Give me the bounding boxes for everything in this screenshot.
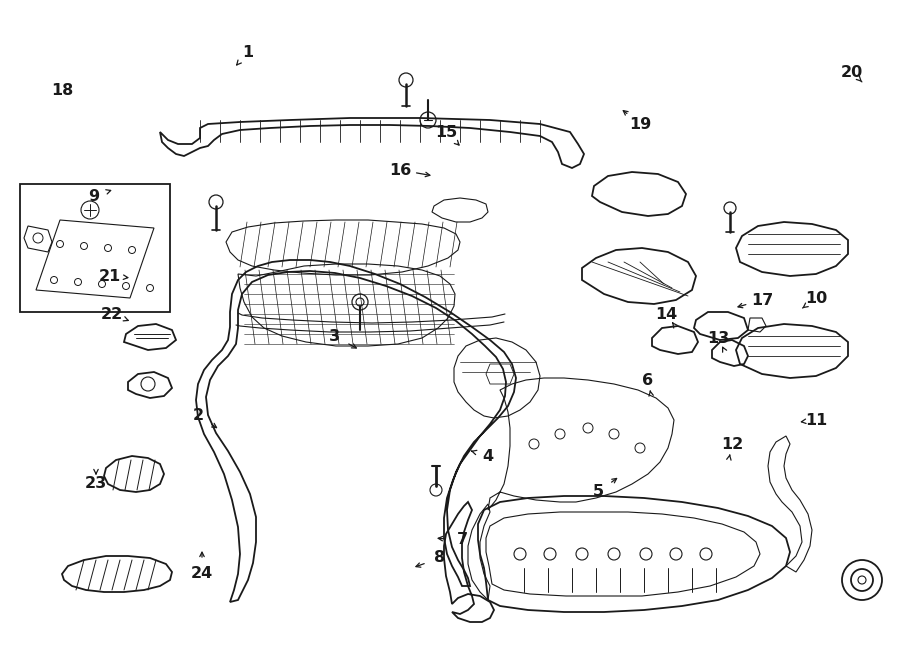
- Text: 23: 23: [85, 477, 107, 491]
- Text: 18: 18: [51, 83, 73, 97]
- Text: 5: 5: [592, 485, 604, 500]
- Text: 20: 20: [841, 64, 863, 79]
- Text: 14: 14: [655, 307, 677, 322]
- Text: 22: 22: [101, 307, 123, 322]
- Text: 1: 1: [242, 44, 254, 60]
- Text: 8: 8: [435, 551, 446, 565]
- Text: 10: 10: [805, 291, 827, 305]
- Text: 24: 24: [191, 567, 213, 581]
- Text: 17: 17: [751, 293, 773, 308]
- Text: 2: 2: [193, 408, 203, 422]
- Text: 15: 15: [435, 124, 457, 140]
- Text: 19: 19: [629, 117, 651, 132]
- Bar: [20, 184, 170, 312]
- Text: 11: 11: [805, 412, 827, 428]
- Text: 6: 6: [643, 373, 653, 387]
- Text: 13: 13: [706, 330, 729, 346]
- Text: 12: 12: [721, 436, 743, 451]
- Text: 4: 4: [482, 448, 493, 463]
- Text: 9: 9: [88, 189, 100, 203]
- Text: 7: 7: [456, 532, 468, 547]
- Text: 16: 16: [389, 162, 411, 177]
- Text: 3: 3: [328, 328, 339, 344]
- Text: 21: 21: [99, 269, 122, 283]
